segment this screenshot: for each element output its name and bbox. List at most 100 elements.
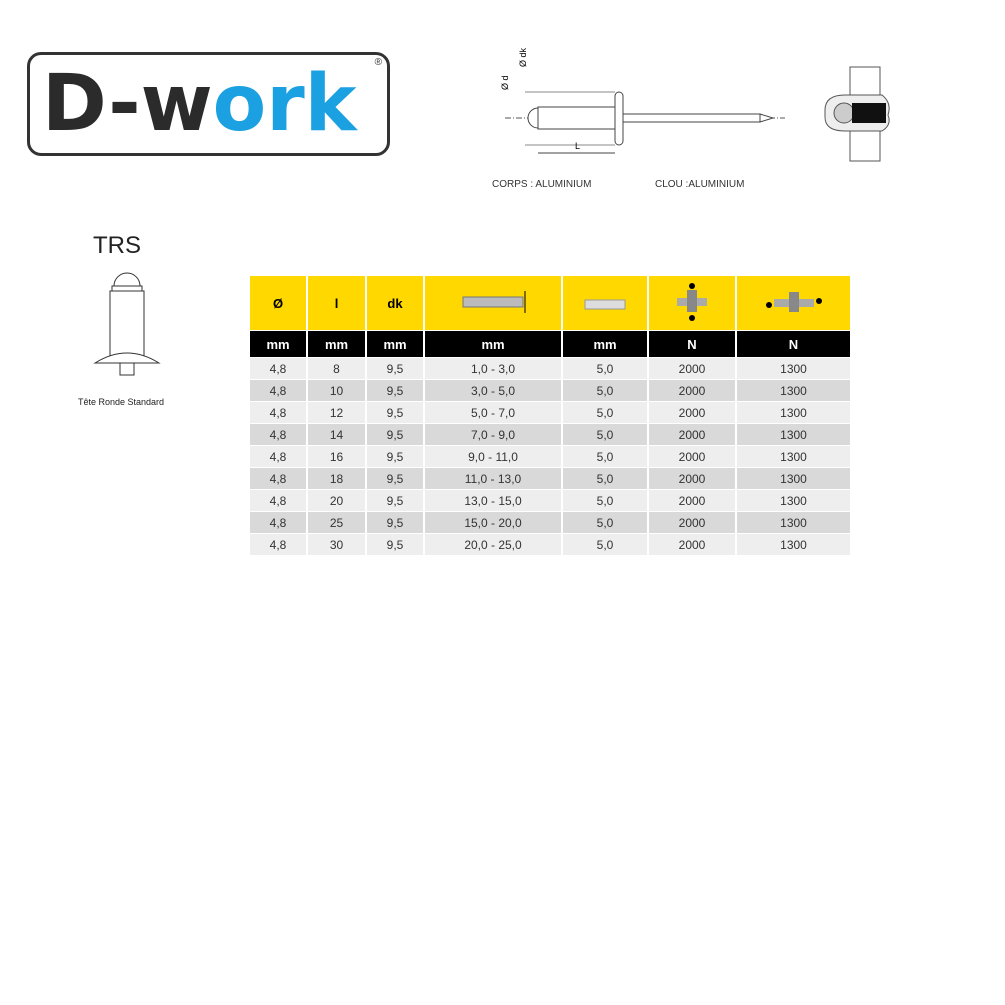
table-cell: 9,5 bbox=[367, 490, 423, 511]
unit-cell: mm bbox=[425, 331, 561, 357]
table-cell: 4,8 bbox=[250, 402, 306, 423]
table-cell: 9,5 bbox=[367, 402, 423, 423]
rivet-dimension-diagram: Ø d Ø dk L bbox=[500, 47, 785, 154]
round-head-rivet-icon bbox=[93, 272, 161, 376]
table-cell: 9,0 - 11,0 bbox=[425, 446, 561, 467]
table-cell: 5,0 bbox=[563, 490, 647, 511]
logo-text-blue: ork bbox=[212, 59, 357, 149]
table-cell: 13,0 - 15,0 bbox=[425, 490, 561, 511]
table-cell: 9,5 bbox=[367, 534, 423, 555]
table-cell: 1300 bbox=[737, 424, 850, 445]
table-cell: 1300 bbox=[737, 358, 850, 379]
unit-cell: mm bbox=[563, 331, 647, 357]
table-cell: 10 bbox=[308, 380, 365, 401]
table-row: 4,8 30 9,5 20,0 - 25,0 5,0 2000 1300 bbox=[250, 534, 850, 555]
drill-hole-icon bbox=[563, 276, 647, 330]
table-row: 4,8 16 9,5 9,0 - 11,0 5,0 2000 1300 bbox=[250, 446, 850, 467]
table-cell: 8 bbox=[308, 358, 365, 379]
header-length: l bbox=[308, 276, 365, 330]
table-cell: 4,8 bbox=[250, 468, 306, 489]
unit-cell: mm bbox=[367, 331, 423, 357]
grip-range-icon bbox=[425, 276, 561, 330]
table-cell: 1300 bbox=[737, 446, 850, 467]
table-cell: 9,5 bbox=[367, 424, 423, 445]
body-material: CORPS : ALUMINIUM bbox=[492, 179, 592, 190]
table-cell: 5,0 bbox=[563, 358, 647, 379]
table-cell: 5,0 bbox=[563, 468, 647, 489]
table-cell: 2000 bbox=[649, 380, 735, 401]
table-cell: 20 bbox=[308, 490, 365, 511]
table-cell: 5,0 bbox=[563, 424, 647, 445]
unit-cell: N bbox=[649, 331, 735, 357]
tensile-strength-icon bbox=[649, 276, 735, 330]
table-cell: 4,8 bbox=[250, 358, 306, 379]
mandrel-material: CLOU :ALUMINIUM bbox=[655, 179, 745, 190]
table-row: 4,8 10 9,5 3,0 - 5,0 5,0 2000 1300 bbox=[250, 380, 850, 401]
installed-rivet-section-icon bbox=[824, 66, 890, 162]
table-cell: 25 bbox=[308, 512, 365, 533]
rivet-spec-table: Ø l dk mm mm mm mm mm N N 4,8 8 9,5 1,0 - 3… bbox=[248, 275, 852, 556]
table-cell: 2000 bbox=[649, 512, 735, 533]
table-cell: 9,5 bbox=[367, 468, 423, 489]
header-dk: dk bbox=[367, 276, 423, 330]
header-row: Ø l dk bbox=[250, 276, 850, 330]
table-cell: 18 bbox=[308, 468, 365, 489]
table-cell: 9,5 bbox=[367, 358, 423, 379]
table-cell: 4,8 bbox=[250, 424, 306, 445]
table-cell: 9,5 bbox=[367, 380, 423, 401]
table-cell: 4,8 bbox=[250, 380, 306, 401]
table-cell: 1300 bbox=[737, 490, 850, 511]
label-d: Ø d bbox=[500, 75, 510, 90]
shear-strength-icon bbox=[737, 276, 850, 330]
table-cell: 1300 bbox=[737, 380, 850, 401]
table-cell: 2000 bbox=[649, 402, 735, 423]
table-cell: 1300 bbox=[737, 534, 850, 555]
table-cell: 4,8 bbox=[250, 490, 306, 511]
table-cell: 1300 bbox=[737, 402, 850, 423]
table-row: 4,8 8 9,5 1,0 - 3,0 5,0 2000 1300 bbox=[250, 358, 850, 379]
table-row: 4,8 25 9,5 15,0 - 20,0 5,0 2000 1300 bbox=[250, 512, 850, 533]
header-diameter: Ø bbox=[250, 276, 306, 330]
table-cell: 2000 bbox=[649, 358, 735, 379]
table-cell: 5,0 bbox=[563, 446, 647, 467]
table-cell: 4,8 bbox=[250, 534, 306, 555]
table-cell: 20,0 - 25,0 bbox=[425, 534, 561, 555]
table-cell: 12 bbox=[308, 402, 365, 423]
registered-mark: ® bbox=[374, 57, 382, 68]
table-cell: 5,0 - 7,0 bbox=[425, 402, 561, 423]
unit-cell: mm bbox=[250, 331, 306, 357]
units-row: mm mm mm mm mm N N bbox=[250, 331, 850, 357]
table-cell: 5,0 bbox=[563, 380, 647, 401]
table-row: 4,8 12 9,5 5,0 - 7,0 5,0 2000 1300 bbox=[250, 402, 850, 423]
table-cell: 1,0 - 3,0 bbox=[425, 358, 561, 379]
table-cell: 11,0 - 13,0 bbox=[425, 468, 561, 489]
head-type-caption: Tête Ronde Standard bbox=[78, 397, 165, 407]
table-cell: 2000 bbox=[649, 446, 735, 467]
label-dk: Ø dk bbox=[518, 47, 528, 67]
table-cell: 5,0 bbox=[563, 534, 647, 555]
logo-text-dark: D-w bbox=[42, 59, 213, 149]
table-row: 4,8 18 9,5 11,0 - 13,0 5,0 2000 1300 bbox=[250, 468, 850, 489]
unit-cell: N bbox=[737, 331, 850, 357]
table-cell: 4,8 bbox=[250, 512, 306, 533]
table-cell: 2000 bbox=[649, 424, 735, 445]
table-cell: 2000 bbox=[649, 468, 735, 489]
table-cell: 5,0 bbox=[563, 512, 647, 533]
table-cell: 2000 bbox=[649, 490, 735, 511]
table-row: 4,8 20 9,5 13,0 - 15,0 5,0 2000 1300 bbox=[250, 490, 850, 511]
table-cell: 7,0 - 9,0 bbox=[425, 424, 561, 445]
table-cell: 3,0 - 5,0 bbox=[425, 380, 561, 401]
table-cell: 9,5 bbox=[367, 446, 423, 467]
table-cell: 2000 bbox=[649, 534, 735, 555]
table-cell: 14 bbox=[308, 424, 365, 445]
d-work-logo: D-work ® bbox=[27, 52, 390, 156]
head-type-title: TRS bbox=[93, 232, 141, 259]
table-cell: 15,0 - 20,0 bbox=[425, 512, 561, 533]
unit-cell: mm bbox=[308, 331, 365, 357]
table-cell: 9,5 bbox=[367, 512, 423, 533]
label-L: L bbox=[575, 141, 580, 151]
table-cell: 16 bbox=[308, 446, 365, 467]
table-row: 4,8 14 9,5 7,0 - 9,0 5,0 2000 1300 bbox=[250, 424, 850, 445]
table-cell: 30 bbox=[308, 534, 365, 555]
table-cell: 1300 bbox=[737, 512, 850, 533]
